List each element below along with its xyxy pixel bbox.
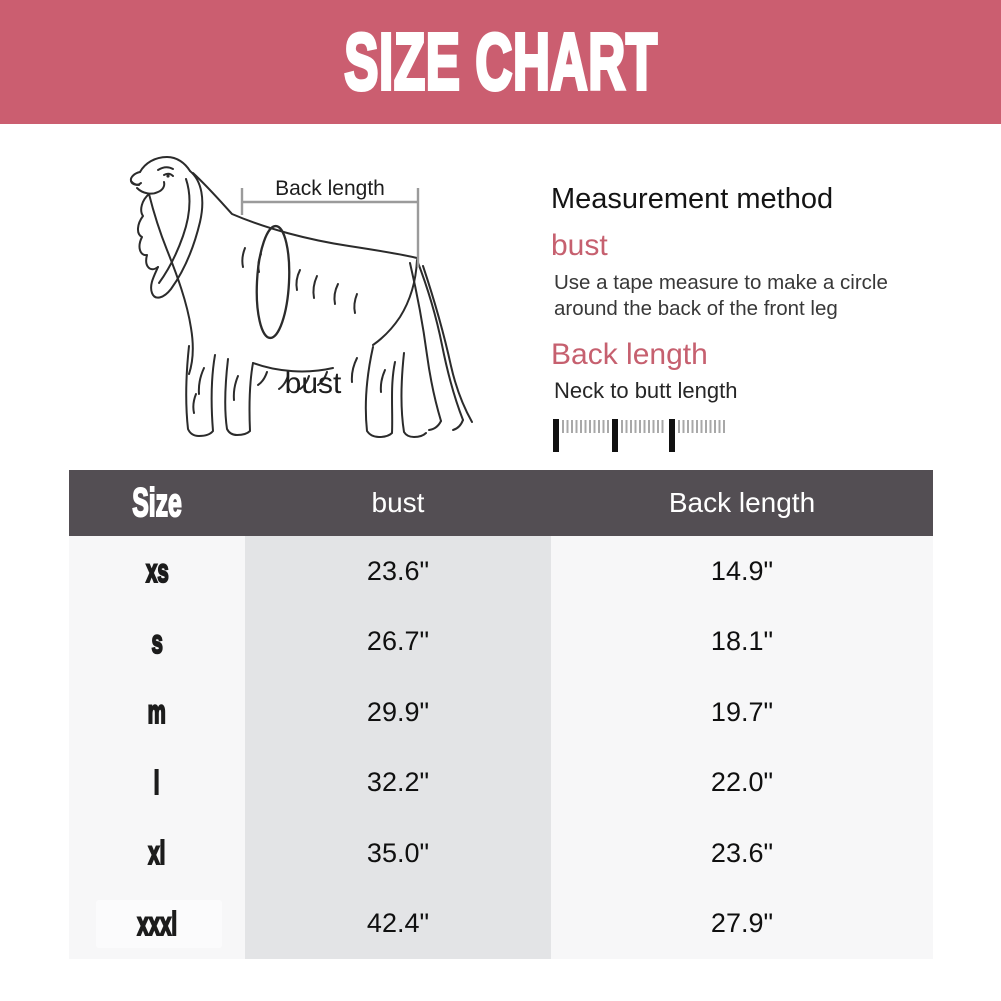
bust-description: Use a tape measure to make a circle arou… (554, 271, 888, 321)
table-row-m-size: m (147, 692, 167, 731)
table-body: xs 23.6" 14.9" s 26.7" 18.1" m 29.9" 19.… (69, 536, 933, 959)
bust-figure-label: bust (285, 367, 342, 400)
back-length-description: Neck to butt length (554, 378, 738, 404)
method-title: Measurement method (551, 183, 834, 215)
column-header-bust: bust (371, 487, 425, 518)
column-header-back-length: Back length (668, 487, 816, 518)
table-row-l-size: l (154, 763, 161, 802)
ruler-icon (553, 419, 725, 453)
table-row-s-back-length: 18.1" (710, 626, 774, 657)
table-row-xl-back-length: 23.6" (710, 837, 774, 868)
table-header-row: Size bust Back length (69, 470, 933, 536)
table-row-xxxl-back-length: 27.9" (710, 908, 774, 939)
table-row-xxxl-bust: 42.4" (366, 908, 430, 939)
xxxl-highlight (96, 900, 222, 948)
table-row-xs-size: xs (145, 551, 169, 590)
column-header-size: Size (132, 480, 183, 526)
back-length-figure-label: Back length (275, 177, 385, 200)
dog-outline (129, 156, 473, 438)
banner: SIZE CHART (0, 0, 1001, 124)
table-row-l-bust: 32.2" (366, 767, 430, 798)
table-row-xs-back-length: 14.9" (710, 555, 774, 586)
bust-heading: bust (551, 229, 608, 262)
dog-illustration: Back length bust (129, 156, 473, 438)
table-row-xxxl-size: xxxl (136, 904, 177, 943)
measurement-method-section: Measurement method bust Use a tape measu… (551, 183, 951, 453)
table-row-xl-size: xl (148, 833, 166, 872)
page-title: SIZE CHART (342, 17, 658, 106)
table-row-s-size: s (151, 622, 164, 661)
bust-column-band (245, 536, 551, 959)
table-row-l-back-length: 22.0" (710, 767, 774, 798)
table-row-xs-bust: 23.6" (366, 555, 430, 586)
table-row-s-bust: 26.7" (366, 626, 430, 657)
table-row-xl-bust: 35.0" (366, 837, 430, 868)
size-table: Size bust Back length xs 23.6" 14.9" s 2… (69, 470, 933, 959)
back-length-heading: Back length (551, 338, 708, 372)
bust-measure-ellipse (255, 224, 291, 340)
back-length-dimension (240, 188, 420, 267)
table-row-m-back-length: 19.7" (710, 696, 774, 727)
table-row-m-bust: 29.9" (366, 696, 430, 727)
